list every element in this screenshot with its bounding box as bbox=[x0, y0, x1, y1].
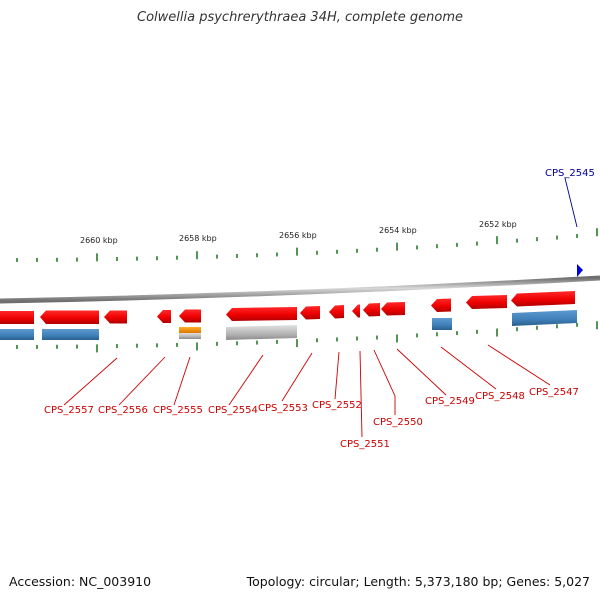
orange-feature-bar bbox=[179, 327, 201, 333]
callout-line-forward bbox=[564, 177, 578, 228]
kbp-label: 2656 kbp bbox=[279, 231, 317, 240]
protein-feature-bar bbox=[432, 318, 452, 330]
gene-arrow-cps-2547[interactable] bbox=[466, 295, 507, 309]
gene-arrow-cps-2553[interactable] bbox=[300, 306, 320, 320]
gene-arrow-cps-2552[interactable] bbox=[329, 305, 344, 319]
kbp-label: 2660 kbp bbox=[80, 236, 118, 245]
gene-label-cps-2555[interactable]: CPS_2555 bbox=[153, 405, 203, 416]
gray-feature-bar bbox=[179, 333, 201, 339]
gene-arrow-cps-2545[interactable] bbox=[577, 264, 583, 277]
tick-row-top bbox=[16, 228, 598, 262]
gene-label-cps-2551[interactable]: CPS_2551 bbox=[340, 439, 390, 450]
protein-feature-bar bbox=[42, 329, 99, 340]
gene-label-cps-2548[interactable]: CPS_2548 bbox=[475, 391, 525, 402]
gene-label-cps-2557[interactable]: CPS_2557 bbox=[44, 405, 94, 416]
gene-arrow-cps-2556b[interactable] bbox=[104, 310, 127, 324]
kbp-label: 2652 kbp bbox=[479, 220, 517, 229]
gene-label-cps-2545[interactable]: CPS_2545 bbox=[545, 168, 595, 179]
gene-label-cps-2549[interactable]: CPS_2549 bbox=[425, 396, 475, 407]
tick-row-bottom bbox=[16, 321, 598, 353]
accession-text: Accession: NC_003910 bbox=[9, 574, 152, 589]
callout-lines bbox=[63, 344, 551, 438]
gene-arrow-cps-2549[interactable] bbox=[381, 302, 405, 316]
gene-label-cps-2554[interactable]: CPS_2554 bbox=[208, 405, 258, 416]
gene-arrow-cps-2554[interactable] bbox=[226, 307, 297, 321]
kbp-label: 2654 kbp bbox=[379, 226, 417, 235]
protein-feature-bar bbox=[0, 329, 34, 340]
gene-label-cps-2552[interactable]: CPS_2552 bbox=[312, 400, 362, 411]
kbp-label-group: 2660 kbp 2658 kbp 2656 kbp 2654 kbp 2652… bbox=[80, 220, 517, 245]
gene-label-cps-2547[interactable]: CPS_2547 bbox=[529, 387, 579, 398]
gene-arrow-cps-2555b[interactable] bbox=[179, 309, 201, 323]
gene-arrow-cps-2557[interactable] bbox=[0, 311, 34, 324]
gene-arrow-cps-2555[interactable] bbox=[157, 310, 171, 323]
gray-feature-bar bbox=[226, 325, 297, 340]
gene-arrow-cps-2551[interactable] bbox=[352, 304, 360, 318]
diagram-title: Colwellia psychrerythraea 34H, complete … bbox=[137, 10, 463, 25]
gene-arrow-cps-2550[interactable] bbox=[363, 303, 380, 317]
genome-info-text: Topology: circular; Length: 5,373,180 bp… bbox=[246, 574, 590, 589]
gene-arrow-cps-2556[interactable] bbox=[40, 310, 99, 325]
protein-feature-bar bbox=[512, 310, 577, 326]
gene-arrow-cps-2547b[interactable] bbox=[511, 291, 575, 307]
genome-backbone bbox=[0, 275, 600, 304]
reverse-gene-track bbox=[0, 291, 575, 324]
kbp-label: 2658 kbp bbox=[179, 234, 217, 243]
feature-track bbox=[0, 310, 577, 340]
gene-arrow-cps-2548[interactable] bbox=[431, 298, 451, 313]
gene-label-group: CPS_2557 CPS_2556 CPS_2555 CPS_2554 CPS_… bbox=[44, 168, 595, 450]
gene-label-cps-2553[interactable]: CPS_2553 bbox=[258, 403, 308, 414]
gene-label-cps-2550[interactable]: CPS_2550 bbox=[373, 417, 423, 428]
gene-label-cps-2556[interactable]: CPS_2556 bbox=[98, 405, 148, 416]
